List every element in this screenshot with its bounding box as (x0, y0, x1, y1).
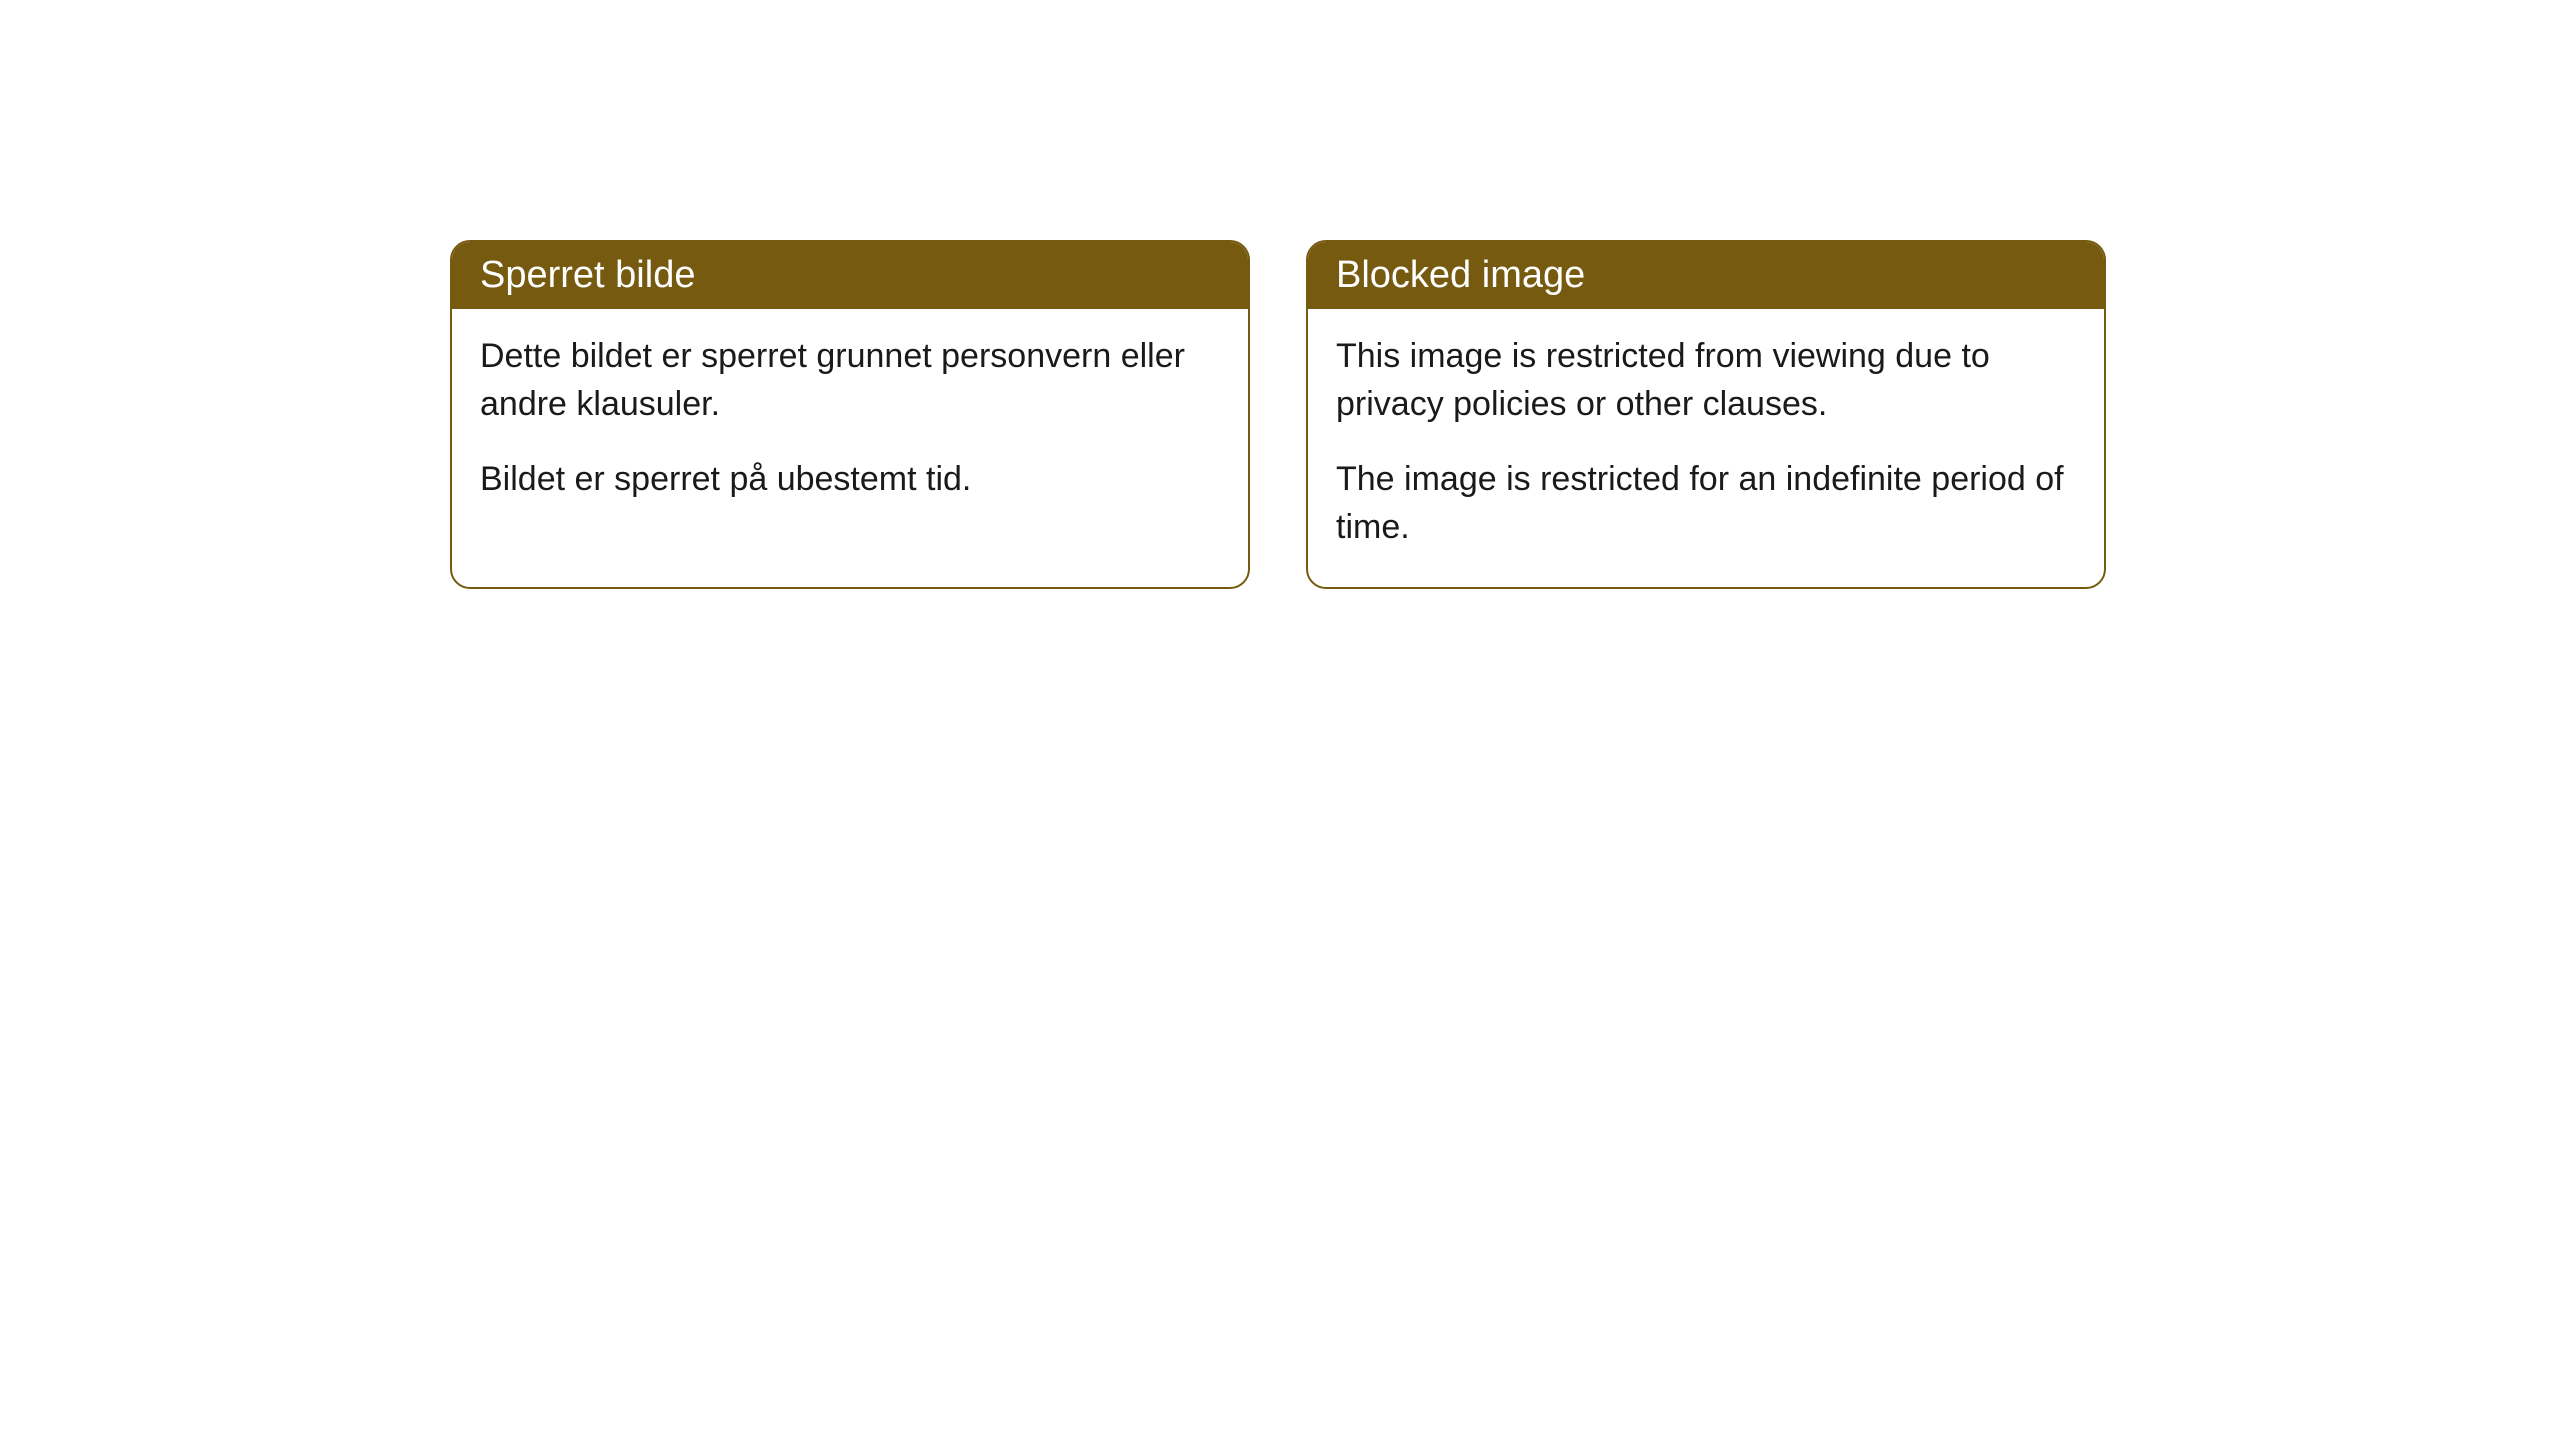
notice-card-norwegian: Sperret bilde Dette bildet er sperret gr… (450, 240, 1250, 589)
card-header: Sperret bilde (452, 242, 1248, 309)
notice-paragraph: The image is restricted for an indefinit… (1336, 456, 2076, 551)
notice-card-english: Blocked image This image is restricted f… (1306, 240, 2106, 589)
card-title: Sperret bilde (480, 254, 695, 296)
card-body: Dette bildet er sperret grunnet personve… (452, 309, 1248, 540)
notice-paragraph: This image is restricted from viewing du… (1336, 333, 2076, 428)
card-title: Blocked image (1336, 254, 1585, 296)
notice-paragraph: Bildet er sperret på ubestemt tid. (480, 456, 1220, 504)
notice-cards-container: Sperret bilde Dette bildet er sperret gr… (450, 240, 2560, 589)
card-body: This image is restricted from viewing du… (1308, 309, 2104, 587)
card-header: Blocked image (1308, 242, 2104, 309)
notice-paragraph: Dette bildet er sperret grunnet personve… (480, 333, 1220, 428)
